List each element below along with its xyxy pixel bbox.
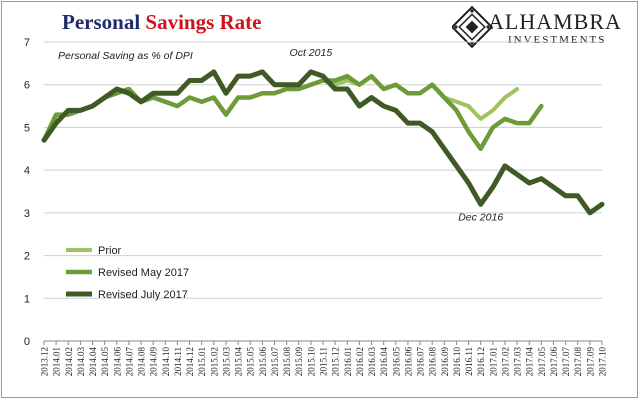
x-tick-label: 2016.07 bbox=[416, 347, 426, 377]
x-tick-label: 2016.01 bbox=[343, 347, 353, 376]
annotation-label: Oct 2015 bbox=[290, 47, 333, 59]
annotation-label: Dec 2016 bbox=[458, 211, 503, 223]
x-tick-label: 2015.12 bbox=[331, 347, 341, 376]
chart-labels: Personal Saving as % of DPI Oct 2015 Dec 2… bbox=[58, 47, 503, 223]
x-tick-label: 2014.07 bbox=[124, 347, 134, 377]
x-tick-label: 2015.05 bbox=[246, 347, 256, 377]
x-tick-label: 2016.05 bbox=[391, 347, 401, 377]
x-tick-label: 2015.10 bbox=[306, 347, 316, 377]
x-tick-label: 2014.02 bbox=[64, 347, 74, 376]
y-tick-label: 5 bbox=[24, 122, 30, 134]
x-tick-label: 2016.10 bbox=[452, 347, 462, 377]
x-tick-label: 2016.12 bbox=[476, 347, 486, 376]
x-tick-label: 2014.05 bbox=[100, 347, 110, 377]
x-tick-label: 2016.09 bbox=[440, 347, 450, 377]
x-tick-label: 2017.07 bbox=[561, 347, 571, 377]
y-tick-label: 7 bbox=[24, 37, 30, 49]
series-lines bbox=[41, 69, 605, 216]
x-tick-label: 2017.06 bbox=[549, 347, 559, 377]
chart-title: Personal Savings Rate bbox=[62, 10, 262, 35]
legend: Prior Revised May 2017 Revised July 2017 bbox=[66, 245, 189, 301]
x-tick-label: 2016.11 bbox=[464, 347, 474, 376]
x-tick-label: 2014.09 bbox=[149, 347, 159, 377]
x-tick-label: 2015.09 bbox=[294, 347, 304, 377]
x-tick-label: 2016.04 bbox=[379, 347, 389, 377]
x-tick-label: 2014.10 bbox=[161, 347, 171, 377]
x-tick-label: 2015.11 bbox=[319, 347, 329, 376]
y-tick-label: 3 bbox=[24, 208, 30, 220]
x-tick-label: 2015.08 bbox=[282, 347, 292, 377]
x-tick-label: 2016.08 bbox=[428, 347, 438, 377]
x-tick-label: 2015.06 bbox=[258, 347, 268, 377]
x-tick-label: 2015.07 bbox=[270, 347, 280, 377]
y-tick-label: 6 bbox=[24, 80, 30, 92]
y-tick-label: 0 bbox=[24, 336, 30, 348]
x-tick-label: 2013.12 bbox=[40, 347, 50, 376]
title-part-1: Personal bbox=[62, 10, 141, 34]
x-tick-label: 2015.04 bbox=[234, 347, 244, 377]
series-line-2 bbox=[41, 69, 605, 216]
x-tick-label: 2015.02 bbox=[209, 347, 219, 376]
x-tick-label: 2014.12 bbox=[185, 347, 195, 376]
x-tick-label: 2014.03 bbox=[76, 347, 86, 377]
x-tick-label: 2014.06 bbox=[112, 347, 122, 377]
x-tick-label: 2017.10 bbox=[598, 347, 608, 377]
x-tick-label: 2014.11 bbox=[173, 347, 183, 376]
x-tick-label: 2017.05 bbox=[537, 347, 547, 377]
x-tick-label: 2016.03 bbox=[367, 347, 377, 377]
x-tick-label: 2014.04 bbox=[88, 347, 98, 377]
x-tick-label: 2014.08 bbox=[137, 347, 147, 377]
x-tick-label: 2017.01 bbox=[488, 347, 498, 376]
legend-label: Revised July 2017 bbox=[98, 289, 188, 301]
y-tick-label: 4 bbox=[24, 165, 30, 177]
x-tick-label: 2017.04 bbox=[525, 347, 535, 377]
series-line-1 bbox=[41, 73, 544, 152]
chart-subtitle: Personal Saving as % of DPI bbox=[58, 50, 193, 62]
x-tick-label: 2015.03 bbox=[221, 347, 231, 377]
x-tick-label: 2016.06 bbox=[403, 347, 413, 377]
x-tick-label: 2014.01 bbox=[52, 347, 62, 376]
x-tick-label: 2017.09 bbox=[585, 347, 595, 377]
x-tick-label: 2015.01 bbox=[197, 347, 207, 376]
title-part-2: Savings Rate bbox=[145, 10, 262, 34]
x-tick-label: 2017.08 bbox=[573, 347, 583, 377]
brand-name: ALHAMBRA bbox=[488, 9, 622, 34]
y-tick-label: 1 bbox=[24, 293, 30, 305]
brand-subtitle: INVESTMENTS bbox=[508, 34, 607, 46]
x-tick-label: 2017.02 bbox=[500, 347, 510, 376]
x-tick-label: 2017.03 bbox=[513, 347, 523, 377]
y-tick-label: 2 bbox=[24, 251, 30, 263]
legend-label: Prior bbox=[98, 245, 122, 257]
x-tick-label: 2016.02 bbox=[355, 347, 365, 376]
legend-label: Revised May 2017 bbox=[98, 267, 189, 279]
